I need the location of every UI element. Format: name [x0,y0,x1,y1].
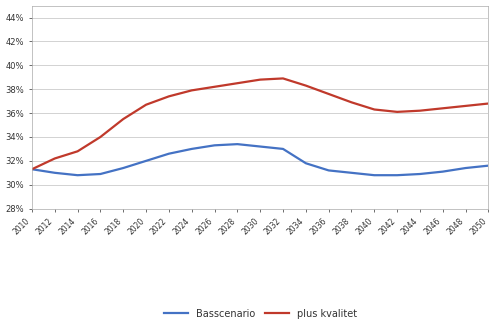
Basscenario [189,147,195,151]
plus kvalitet [257,78,263,82]
plus kvalitet [440,106,446,110]
Basscenario [440,170,446,174]
Basscenario [326,169,331,172]
Basscenario [486,164,492,168]
Line: plus kvalitet: plus kvalitet [32,78,489,169]
plus kvalitet [120,117,126,121]
Basscenario [394,173,400,177]
plus kvalitet [463,104,469,108]
Basscenario [166,152,172,156]
Basscenario [257,144,263,148]
Basscenario [52,171,58,175]
Basscenario [29,167,35,171]
Basscenario [280,147,286,151]
plus kvalitet [349,100,355,104]
Basscenario [235,142,241,146]
plus kvalitet [211,85,217,89]
Basscenario [211,143,217,147]
Basscenario [97,172,103,176]
plus kvalitet [280,76,286,80]
Basscenario [75,173,81,177]
plus kvalitet [189,89,195,92]
Basscenario [463,166,469,170]
plus kvalitet [97,135,103,139]
plus kvalitet [486,101,492,105]
Basscenario [143,159,149,163]
Line: Basscenario: Basscenario [32,144,489,175]
plus kvalitet [394,110,400,114]
plus kvalitet [166,94,172,98]
Basscenario [417,172,423,176]
plus kvalitet [326,92,331,96]
plus kvalitet [235,81,241,85]
Legend: Basscenario, plus kvalitet: Basscenario, plus kvalitet [161,306,360,321]
Basscenario [371,173,377,177]
plus kvalitet [75,149,81,153]
plus kvalitet [303,84,309,88]
plus kvalitet [52,157,58,160]
plus kvalitet [29,167,35,171]
plus kvalitet [371,108,377,111]
Basscenario [349,171,355,175]
plus kvalitet [143,103,149,107]
plus kvalitet [417,109,423,113]
Basscenario [303,161,309,165]
Basscenario [120,166,126,170]
